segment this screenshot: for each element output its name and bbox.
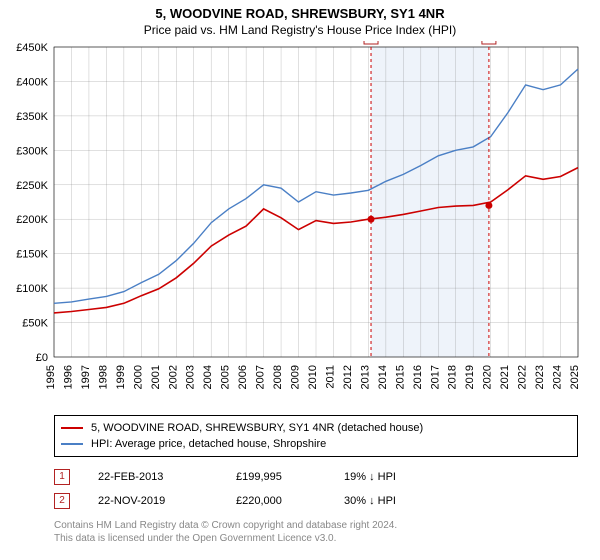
chart-plot-area: £0 £50K £100K £150K £200K £250K £300K £350K £400… xyxy=(0,41,600,411)
svg-text:1999: 1999 xyxy=(115,365,127,389)
svg-text:£450K: £450K xyxy=(16,42,48,54)
svg-text:2015: 2015 xyxy=(394,365,406,389)
svg-text:2024: 2024 xyxy=(552,365,564,389)
svg-text:£300K: £300K xyxy=(16,145,48,157)
svg-text:2003: 2003 xyxy=(185,365,197,389)
svg-text:2005: 2005 xyxy=(220,365,232,389)
svg-text:1998: 1998 xyxy=(97,365,109,389)
legend-label: HPI: Average price, detached house, Shro… xyxy=(91,436,326,452)
marker-date: 22-FEB-2013 xyxy=(98,471,208,483)
footer-line1: Contains HM Land Registry data © Crown c… xyxy=(54,519,600,532)
svg-text:2014: 2014 xyxy=(377,365,389,389)
svg-text:2020: 2020 xyxy=(482,365,494,389)
legend-item: HPI: Average price, detached house, Shro… xyxy=(61,436,571,452)
legend-swatch xyxy=(61,443,83,445)
svg-text:2000: 2000 xyxy=(132,365,144,389)
marker-chip: 2 xyxy=(54,493,70,509)
svg-text:2013: 2013 xyxy=(359,365,371,389)
legend-item: 5, WOODVINE ROAD, SHREWSBURY, SY1 4NR (d… xyxy=(61,420,571,436)
svg-text:1996: 1996 xyxy=(62,365,74,389)
svg-text:2017: 2017 xyxy=(429,365,441,389)
svg-text:2018: 2018 xyxy=(447,365,459,389)
marker-pct: 30% ↓ HPI xyxy=(344,495,434,507)
svg-text:2004: 2004 xyxy=(202,365,214,389)
svg-text:£200K: £200K xyxy=(16,214,48,226)
svg-text:2: 2 xyxy=(486,41,492,44)
svg-text:1: 1 xyxy=(368,41,374,44)
legend-label: 5, WOODVINE ROAD, SHREWSBURY, SY1 4NR (d… xyxy=(91,420,423,436)
svg-text:£150K: £150K xyxy=(16,249,48,261)
svg-text:2012: 2012 xyxy=(342,365,354,389)
svg-text:£350K: £350K xyxy=(16,111,48,123)
marker-price: £199,995 xyxy=(236,471,316,483)
svg-text:£250K: £250K xyxy=(16,180,48,192)
svg-text:2021: 2021 xyxy=(499,365,511,389)
marker-pct: 19% ↓ HPI xyxy=(344,471,434,483)
svg-text:2008: 2008 xyxy=(272,365,284,389)
svg-text:2025: 2025 xyxy=(569,365,581,389)
svg-text:£50K: £50K xyxy=(22,318,48,330)
chart-title: 5, WOODVINE ROAD, SHREWSBURY, SY1 4NR xyxy=(0,0,600,21)
marker-table: 1 22-FEB-2013 £199,995 19% ↓ HPI 2 22-NOV-201… xyxy=(54,465,578,513)
chart-container: 5, WOODVINE ROAD, SHREWSBURY, SY1 4NR Pr… xyxy=(0,0,600,560)
marker-row: 1 22-FEB-2013 £199,995 19% ↓ HPI xyxy=(54,465,578,489)
svg-text:2022: 2022 xyxy=(517,365,529,389)
svg-text:2001: 2001 xyxy=(150,365,162,389)
svg-text:2007: 2007 xyxy=(255,365,267,389)
svg-text:2023: 2023 xyxy=(534,365,546,389)
legend-swatch xyxy=(61,427,83,429)
svg-text:£100K: £100K xyxy=(16,283,48,295)
svg-text:2010: 2010 xyxy=(307,365,319,389)
chart-subtitle: Price paid vs. HM Land Registry's House … xyxy=(0,21,600,41)
svg-text:2019: 2019 xyxy=(464,365,476,389)
marker-date: 22-NOV-2019 xyxy=(98,495,208,507)
marker-chip: 1 xyxy=(54,469,70,485)
chart-svg: £0 £50K £100K £150K £200K £250K £300K £350K £400… xyxy=(0,41,600,411)
svg-text:£400K: £400K xyxy=(16,76,48,88)
footer-attribution: Contains HM Land Registry data © Crown c… xyxy=(54,519,600,545)
svg-text:2016: 2016 xyxy=(412,365,424,389)
svg-text:£0: £0 xyxy=(36,352,48,364)
svg-text:2002: 2002 xyxy=(167,365,179,389)
svg-text:2006: 2006 xyxy=(237,365,249,389)
marker-price: £220,000 xyxy=(236,495,316,507)
footer-line2: This data is licensed under the Open Gov… xyxy=(54,532,600,545)
svg-text:1995: 1995 xyxy=(45,365,57,389)
legend: 5, WOODVINE ROAD, SHREWSBURY, SY1 4NR (d… xyxy=(54,415,578,457)
svg-text:2009: 2009 xyxy=(290,365,302,389)
marker-row: 2 22-NOV-2019 £220,000 30% ↓ HPI xyxy=(54,489,578,513)
svg-text:2011: 2011 xyxy=(324,365,336,389)
svg-text:1997: 1997 xyxy=(80,365,92,389)
